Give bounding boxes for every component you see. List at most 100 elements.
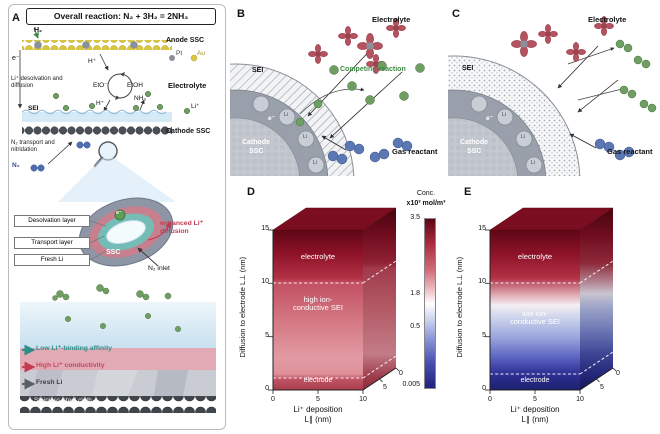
li-sphere-label: Li — [313, 160, 317, 166]
e-ytick-5: 5 — [482, 332, 486, 339]
panel-d-plot — [268, 207, 400, 394]
gas-arrow — [321, 135, 347, 151]
competing-reaction-label: Competing reaction — [340, 66, 406, 73]
electron-label-b: e⁻ — [268, 115, 276, 122]
colorbar-title: Conc. — [416, 190, 436, 197]
au-label: Au — [197, 50, 205, 57]
e-xtick-0: 0 — [488, 396, 492, 403]
boundary-electrolyte-sei-side — [362, 260, 397, 284]
d-ytick-0: 0 — [265, 385, 269, 392]
cathode-row — [22, 124, 172, 135]
e-xlabel-2: L∥ (nm) — [521, 415, 549, 424]
box-front-face — [273, 230, 363, 390]
sei-label-c: SEI — [462, 65, 474, 72]
panel-e-label: E — [464, 186, 472, 198]
e-xtick-10: 10 — [576, 396, 584, 403]
cloth-row — [20, 396, 216, 413]
d-region-electrolyte: electrolyte — [300, 252, 336, 261]
colorbar-tick-18: 1.8 — [410, 290, 420, 297]
pt-particle — [130, 41, 138, 49]
e-ytick-0: 0 — [482, 385, 486, 392]
label-line — [89, 220, 107, 227]
e-xlabel-1: Li⁺ deposition — [510, 405, 560, 414]
n2-inlet-arrow — [137, 247, 159, 267]
reactant-arrow — [557, 45, 599, 89]
panel-a-graphic — [17, 27, 216, 413]
competing-arrow — [299, 87, 365, 115]
enhanced-diffusion-label: enhanced Li⁺ diffusion — [160, 220, 204, 235]
li-sphere-label: Li — [502, 112, 506, 118]
d-xtick-10: 10 — [359, 396, 367, 403]
electrolyte-label-c: Electrolyte — [588, 15, 627, 24]
colorbar-unit: x10³ mol/m³ — [406, 200, 446, 207]
competing-molecule-large — [511, 31, 537, 57]
sei-wave — [21, 109, 167, 115]
colorbar-tick-0005: 0.005 — [402, 381, 420, 388]
nh3-arrow — [139, 99, 145, 111]
low-binding-label: Low Li⁺-binding affinity — [36, 345, 113, 352]
cycle-arrowhead — [115, 95, 120, 100]
li-grain — [154, 370, 188, 396]
gas-arrow — [569, 133, 597, 149]
boundary-electrolyte-sei-side — [579, 260, 614, 284]
n2-transport-label: N₂ transport and nitridation — [11, 140, 55, 153]
gas-reactant-dots — [594, 138, 635, 161]
reactant-arrow — [577, 79, 619, 113]
e-xtick-5: 5 — [533, 396, 537, 403]
li-spheres — [470, 95, 543, 174]
panel-d-label: D — [247, 186, 255, 198]
cathode-label-b2: SSC — [249, 148, 264, 155]
gas-reactant-dots — [327, 137, 413, 165]
escape-arrow — [577, 86, 627, 101]
h-plus-arrow — [103, 99, 111, 112]
label-line — [89, 249, 109, 261]
colorbar-tick-05: 0.5 — [410, 323, 420, 330]
h-plus-arrow — [99, 53, 109, 71]
gas-reactant-label-c: Gas reactant — [607, 147, 653, 156]
green-ion-dots — [295, 61, 425, 127]
e-ytick-10: 10 — [478, 278, 486, 285]
cycle-arrowhead — [120, 72, 125, 77]
box-side-face — [363, 208, 396, 390]
n2-dots — [30, 141, 91, 172]
electron-label-c: e⁻ — [486, 115, 494, 122]
nh3-label: NH₃ — [134, 95, 147, 102]
fresh-li-layer-box: Fresh Li — [14, 254, 90, 266]
sei-label-a: SEI — [28, 105, 39, 112]
pt-particle — [82, 41, 90, 49]
e-dtick-5: 5 — [600, 384, 604, 391]
ssc-tube — [78, 197, 174, 267]
electrolyte-label-b: Electrolyte — [372, 15, 411, 24]
gas-reactant-label-b: Gas reactant — [392, 147, 438, 156]
li-sphere-label: Li — [521, 134, 525, 140]
zoom-cone — [58, 158, 176, 202]
reaction-title: Overall reaction: N₂ + 3H₂ = 2NH₃ — [26, 8, 216, 25]
colorbar-tick-35: 3.5 — [410, 214, 420, 221]
h2-label: H₂ — [34, 27, 43, 34]
cathode-ssc-label-a: Cathode SSC — [166, 128, 211, 135]
pt-legend-dot — [169, 55, 175, 61]
li-sphere-label: Li — [284, 112, 288, 118]
d-xlabel-1: Li⁺ deposition — [293, 405, 343, 414]
e-ytick-15: 15 — [478, 225, 486, 232]
box-front-face — [490, 230, 580, 390]
fresh-li-label: Fresh Li — [36, 379, 63, 386]
h2-arrow — [33, 27, 39, 39]
d-ytick-5: 5 — [265, 332, 269, 339]
high-conductivity-label: High Li⁺ conductivity — [36, 362, 105, 369]
cathode-label-c2: SSC — [467, 148, 482, 155]
cathode-label-c1: Cathode — [460, 139, 488, 146]
d-dtick-5: 5 — [383, 384, 387, 391]
d-ytick-10: 10 — [261, 278, 269, 285]
h-plus-label-2: H⁺ — [96, 100, 105, 107]
sei-band — [22, 112, 172, 122]
label-line — [89, 235, 105, 244]
sei-label-b: SEI — [252, 67, 264, 74]
d-xtick-5: 5 — [316, 396, 320, 403]
green-ion-pairs — [615, 39, 657, 113]
li-grain — [92, 370, 138, 396]
au-legend-dot — [190, 54, 198, 62]
sei-layer — [20, 348, 216, 370]
cathode-mesh — [448, 118, 518, 176]
